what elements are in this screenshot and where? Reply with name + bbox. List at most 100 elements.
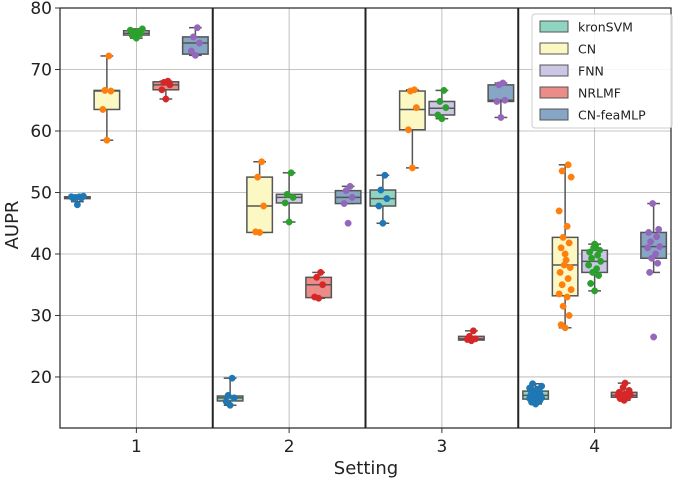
data-point — [561, 250, 569, 258]
data-point — [434, 111, 442, 119]
data-point — [436, 98, 444, 105]
y-tick-label: 30 — [30, 306, 52, 326]
x-axis-label: Setting — [334, 458, 398, 479]
frame-layer — [59, 7, 672, 429]
data-point — [319, 281, 327, 289]
data-point — [650, 333, 658, 341]
data-point — [252, 228, 260, 236]
data-point — [563, 293, 571, 301]
data-point — [586, 248, 594, 256]
y-tick-label: 20 — [30, 368, 52, 388]
data-point — [567, 173, 575, 181]
data-point — [465, 332, 473, 340]
data-point — [289, 193, 297, 201]
ticks-layer: 20 30 40 50 60 70 80 1 2 3 4 — [30, 0, 600, 457]
data-point — [564, 275, 572, 283]
data-point — [588, 254, 596, 262]
data-point — [191, 51, 199, 59]
data-point — [103, 136, 111, 144]
data-point — [410, 86, 418, 94]
data-point — [230, 394, 238, 402]
data-point — [254, 173, 262, 181]
data-point — [195, 39, 203, 47]
data-point — [591, 240, 599, 248]
legend-swatch — [539, 20, 569, 33]
data-point — [348, 193, 356, 201]
data-point — [346, 182, 354, 190]
data-point — [189, 33, 197, 41]
data-point — [442, 104, 450, 112]
data-point — [469, 327, 477, 335]
data-point — [497, 114, 505, 121]
data-point — [164, 77, 172, 85]
data-point — [559, 233, 567, 241]
y-tick-label: 50 — [30, 183, 52, 203]
data-point — [187, 47, 195, 55]
data-point — [556, 268, 564, 276]
y-axis-label: AUPR — [2, 201, 23, 250]
x-tick-label: 2 — [284, 437, 295, 457]
data-point — [563, 222, 571, 230]
data-point — [648, 254, 656, 262]
data-point — [564, 161, 572, 169]
data-point — [555, 207, 563, 215]
data-point — [558, 167, 566, 175]
data-point — [654, 259, 662, 267]
y-tick-label: 60 — [30, 122, 52, 142]
data-point — [493, 98, 501, 105]
data-point — [557, 244, 565, 252]
data-point — [647, 238, 655, 246]
data-point — [645, 229, 653, 236]
x-tick-label: 1 — [131, 437, 142, 457]
data-point — [381, 171, 389, 179]
data-point — [283, 190, 291, 198]
data-point — [158, 86, 166, 94]
data-point — [529, 380, 537, 388]
data-point — [342, 187, 350, 195]
data-point — [377, 186, 385, 194]
legend-label: CN — [578, 42, 596, 57]
data-point — [649, 200, 657, 207]
data-point — [585, 261, 593, 269]
data-point — [591, 287, 599, 295]
data-point — [313, 273, 321, 281]
data-point — [652, 250, 660, 258]
data-point — [260, 202, 268, 210]
data-point — [258, 158, 266, 166]
data-point — [557, 321, 565, 329]
data-point — [317, 268, 325, 276]
data-point — [287, 169, 295, 177]
data-point — [565, 239, 573, 247]
data-point — [193, 24, 201, 32]
data-point — [344, 219, 352, 227]
x-tick-label: 4 — [589, 437, 600, 457]
data-point — [404, 126, 412, 134]
data-point — [99, 106, 107, 113]
box — [93, 89, 121, 111]
data-point — [162, 95, 170, 103]
data-point — [587, 280, 595, 287]
data-point — [655, 225, 663, 233]
data-point — [567, 286, 575, 294]
data-point — [224, 391, 232, 399]
y-tick-label: 40 — [30, 245, 52, 265]
data-point — [73, 201, 81, 209]
data-point — [138, 25, 146, 33]
data-point — [538, 382, 546, 390]
y-tick-label: 80 — [30, 0, 52, 19]
data-point — [281, 199, 289, 207]
data-point — [285, 218, 293, 226]
data-point — [440, 86, 448, 94]
box — [305, 276, 333, 299]
y-tick-label: 70 — [30, 60, 52, 80]
points-layer — [67, 24, 664, 409]
data-point — [595, 272, 603, 279]
data-point — [67, 193, 75, 201]
data-point — [644, 244, 652, 252]
data-point — [621, 379, 629, 387]
data-point — [593, 265, 601, 273]
data-point — [558, 281, 566, 289]
data-point — [126, 26, 134, 34]
plot-frame — [59, 7, 672, 429]
data-point — [79, 192, 87, 200]
